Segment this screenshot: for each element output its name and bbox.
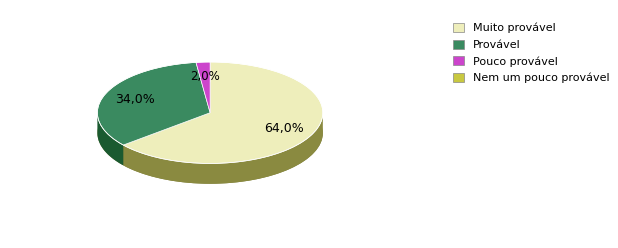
- Polygon shape: [98, 62, 210, 145]
- Text: 34,0%: 34,0%: [115, 93, 154, 106]
- Text: 64,0%: 64,0%: [264, 122, 303, 135]
- Polygon shape: [123, 62, 323, 163]
- Polygon shape: [196, 62, 210, 113]
- Text: 2,0%: 2,0%: [190, 70, 220, 83]
- Ellipse shape: [98, 82, 323, 184]
- Polygon shape: [98, 113, 123, 165]
- Legend: Muito provável, Provável, Pouco provável, Nem um pouco provável: Muito provável, Provável, Pouco provável…: [453, 23, 609, 83]
- Polygon shape: [123, 113, 323, 184]
